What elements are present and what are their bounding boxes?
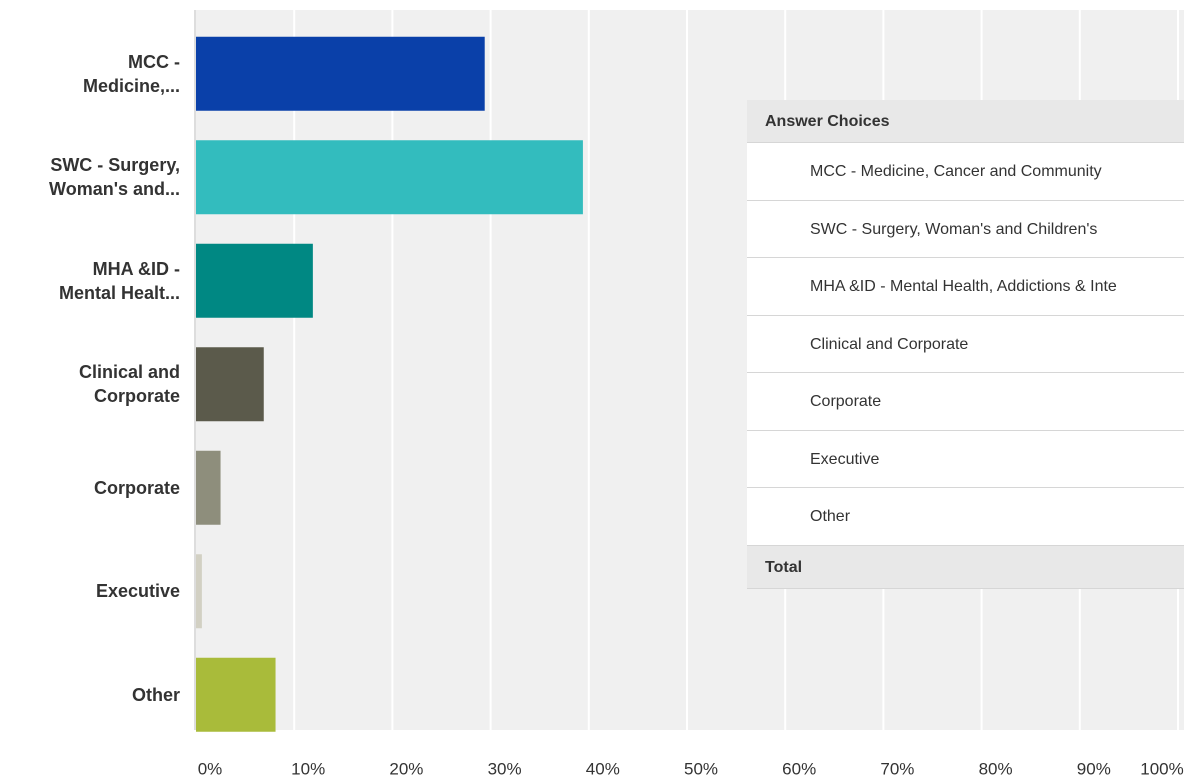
y-tick-label: Clinical and Corporate: [78, 362, 180, 407]
bar: [196, 140, 583, 215]
x-tick-label: 40%: [586, 759, 620, 778]
answer-table: Answer Choices MCC - Medicine, Cancer an…: [747, 100, 1184, 589]
y-tick-label: SWC - Surgery, Woman's and...: [49, 155, 180, 200]
x-tick-label: 10%: [291, 759, 325, 778]
x-tick-label: 70%: [880, 759, 914, 778]
x-tick-label: 90%: [1077, 759, 1111, 778]
x-tick-label: 0%: [198, 759, 223, 778]
y-tick-label: Other: [131, 684, 180, 705]
table-row: Executive: [747, 431, 1184, 488]
x-tick-label: 100%: [1140, 759, 1183, 778]
table-row: MHA &ID - Mental Health, Addictions & In…: [747, 258, 1184, 316]
x-tick-label: 60%: [782, 759, 816, 778]
x-tick-label: 20%: [389, 759, 423, 778]
table-row: MCC - Medicine, Cancer and Community: [747, 143, 1184, 201]
y-tick-label: MCC - Medicine,...: [82, 51, 180, 96]
bar: [196, 36, 485, 111]
bar: [196, 657, 276, 732]
x-tick-label: 50%: [684, 759, 718, 778]
table-row: Corporate: [747, 373, 1184, 431]
x-tick-label: 80%: [979, 759, 1013, 778]
table-row: Clinical and Corporate: [747, 316, 1184, 373]
y-tick-label: Executive: [95, 581, 180, 602]
y-tick-label: Corporate: [93, 477, 180, 498]
bar: [196, 554, 202, 629]
table-row: SWC - Surgery, Woman's and Children's: [747, 201, 1184, 258]
bar: [196, 347, 264, 422]
y-tick-label: MHA &ID - Mental Healt...: [58, 258, 180, 303]
table-footer: Total: [747, 545, 1184, 589]
x-tick-label: 30%: [488, 759, 522, 778]
table-row: Other: [747, 488, 1184, 546]
bar: [196, 450, 221, 525]
bar: [196, 243, 313, 318]
table-header: Answer Choices: [747, 100, 1184, 143]
